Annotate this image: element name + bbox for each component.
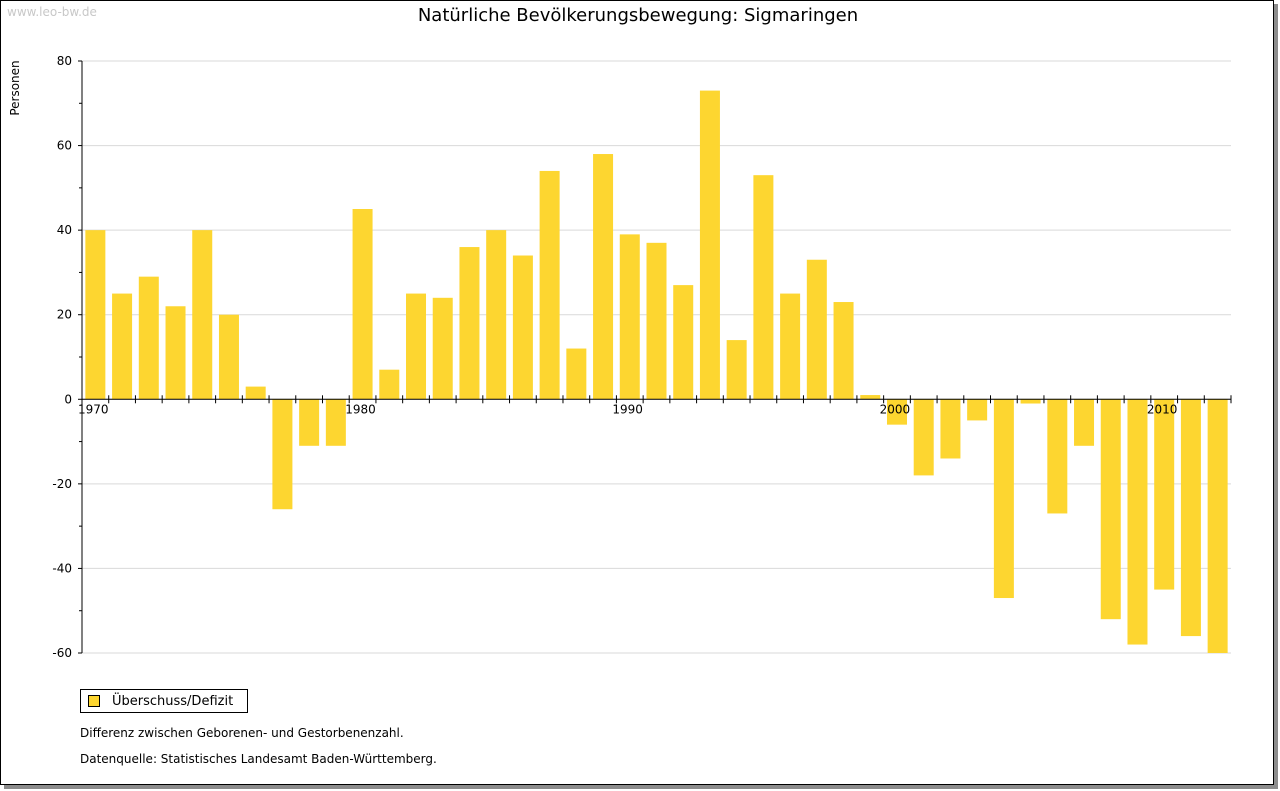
bar xyxy=(272,399,293,510)
bar xyxy=(967,399,988,421)
bar xyxy=(1074,399,1095,446)
bar xyxy=(1207,399,1228,653)
bar xyxy=(165,306,186,400)
bar xyxy=(138,276,159,400)
bar xyxy=(699,90,720,400)
bar xyxy=(379,369,400,400)
bar xyxy=(726,340,747,400)
bar xyxy=(593,154,614,400)
bar xyxy=(566,348,587,400)
note-difference: Differenz zwischen Geborenen- und Gestor… xyxy=(80,726,404,740)
x-tick-label: 1980 xyxy=(345,402,376,416)
bar xyxy=(112,293,133,400)
x-tick-label: 1990 xyxy=(612,402,643,416)
x-tick-label: 2000 xyxy=(880,402,911,416)
y-tick-label: -60 xyxy=(52,646,72,660)
bar xyxy=(780,293,801,400)
bar xyxy=(325,399,346,446)
bar xyxy=(245,386,266,400)
bar xyxy=(940,399,961,459)
bar xyxy=(1154,399,1175,590)
bar xyxy=(539,170,560,400)
y-tick-label: 40 xyxy=(57,223,72,237)
bar xyxy=(806,259,827,400)
y-tick-label: 80 xyxy=(57,54,72,68)
bar xyxy=(886,399,907,425)
bar xyxy=(406,293,427,400)
bar xyxy=(619,234,640,400)
bar xyxy=(1127,399,1148,645)
chart-title: Natürliche Bevölkerungsbewegung: Sigmari… xyxy=(417,5,859,26)
bar xyxy=(352,209,373,400)
bar xyxy=(192,230,213,400)
bar xyxy=(432,297,453,400)
legend-label: Überschuss/Defizit xyxy=(112,693,234,709)
bar xyxy=(1020,399,1041,404)
bar xyxy=(860,395,881,400)
bar xyxy=(1100,399,1121,620)
bar xyxy=(218,314,239,400)
y-tick-label: 0 xyxy=(64,392,72,406)
watermark: www.leo-bw.de xyxy=(7,5,97,19)
bar xyxy=(993,399,1014,599)
legend: Überschuss/Defizit xyxy=(80,689,248,713)
bar xyxy=(512,255,533,400)
x-tick-label: 2010 xyxy=(1147,402,1178,416)
bar xyxy=(753,175,774,400)
bar xyxy=(646,242,667,400)
bar xyxy=(673,285,694,400)
bar xyxy=(1180,399,1201,637)
legend-swatch xyxy=(88,695,100,707)
bar xyxy=(459,247,480,400)
bar xyxy=(913,399,934,476)
y-tick-label: -40 xyxy=(52,561,72,575)
y-tick-label: -20 xyxy=(52,477,72,491)
bar xyxy=(85,230,106,400)
y-tick-label: 20 xyxy=(57,308,72,322)
bar xyxy=(486,230,507,400)
x-tick-label: 1970 xyxy=(78,402,109,416)
bar xyxy=(833,302,854,400)
note-source: Datenquelle: Statistisches Landesamt Bad… xyxy=(80,752,437,766)
y-tick-label: 60 xyxy=(57,139,72,153)
bar xyxy=(1047,399,1068,514)
bar xyxy=(299,399,320,446)
